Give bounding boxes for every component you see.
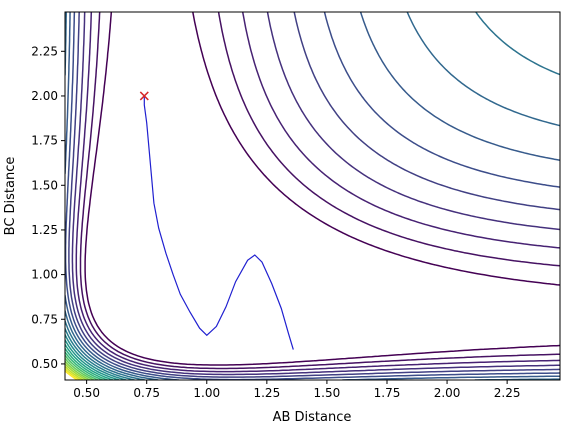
- x-tick-label: 2.00: [434, 386, 461, 400]
- contour-level-line: [65, 370, 78, 380]
- start-marker: [139, 91, 149, 101]
- y-tick-label: 1.00: [31, 268, 58, 282]
- y-tick-label: 2.00: [31, 89, 58, 103]
- y-axis-label: BC Distance: [3, 157, 18, 236]
- contour-level-line: [65, 354, 99, 380]
- x-tick-label: 1.00: [193, 386, 220, 400]
- y-tick-label: 1.50: [31, 178, 58, 192]
- contour-level-line: [65, 327, 136, 380]
- trajectory-line: [143, 96, 294, 350]
- contour-level-line: [68, 12, 560, 378]
- y-tick-label: 1.75: [31, 134, 58, 148]
- plot-frame: [64, 11, 561, 381]
- x-axis-ticks: 0.50 0.75 1.00 1.25 1.50 1.75 2.00 2.25: [73, 380, 520, 400]
- contour-level-line: [65, 12, 560, 380]
- y-tick-label: 2.25: [31, 44, 58, 58]
- y-tick-label: 0.50: [31, 357, 58, 371]
- trajectory-overlay: [139, 91, 294, 350]
- y-axis-ticks: 0.50 0.75 1.00 1.25 1.50 1.75 2.00 2.25: [31, 44, 65, 371]
- contour-level-line: [65, 12, 560, 380]
- x-tick-label: 0.75: [133, 386, 160, 400]
- x-tick-label: 1.50: [314, 386, 341, 400]
- x-axis-label: AB Distance: [273, 410, 352, 425]
- contour-level-line: [65, 357, 95, 380]
- contour-level-line: [65, 367, 81, 380]
- y-tick-label: 0.75: [31, 312, 58, 326]
- x-tick-label: 2.25: [494, 386, 521, 400]
- contour-level-line: [65, 343, 114, 380]
- x-tick-label: 0.50: [73, 386, 100, 400]
- contour-level-line: [79, 12, 560, 370]
- contour-level-line: [71, 12, 560, 376]
- contour-level-line: [84, 12, 560, 366]
- y-tick-label: 1.25: [31, 223, 58, 237]
- contour-level-line: [65, 347, 109, 380]
- contour-level-line: [75, 12, 560, 373]
- x-tick-label: 1.75: [374, 386, 401, 400]
- x-tick-label: 1.25: [253, 386, 280, 400]
